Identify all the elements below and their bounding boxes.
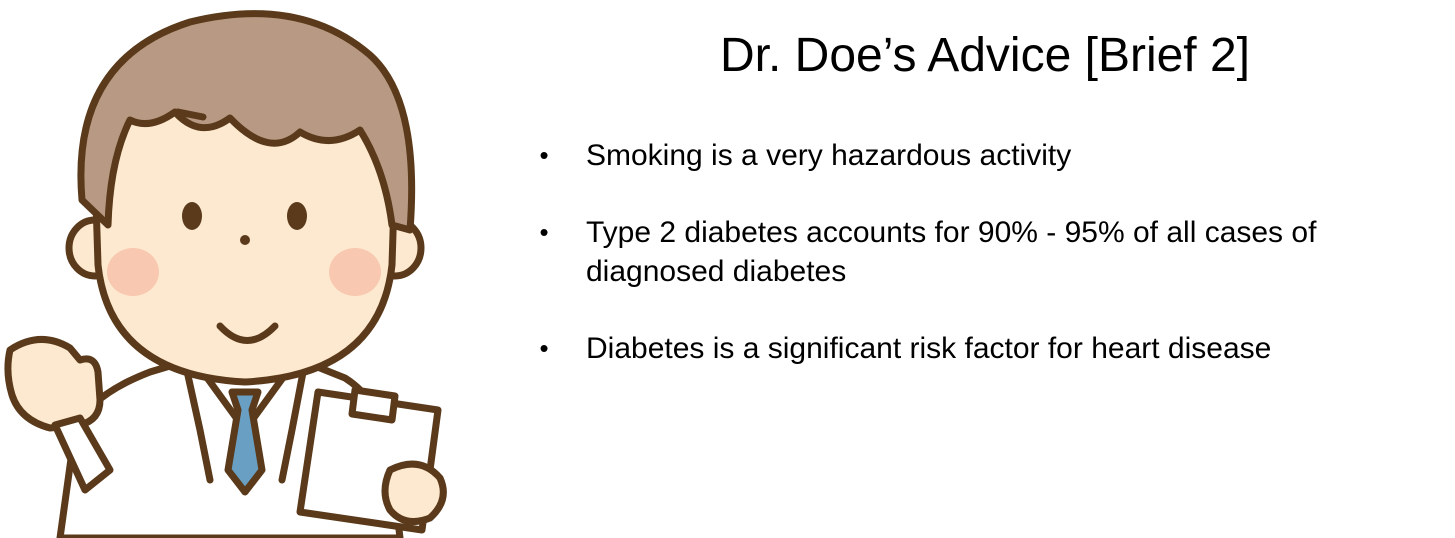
coat-lapel-right — [278, 358, 309, 484]
bullet-item: • Smoking is a very hazardous activity — [530, 136, 1430, 175]
bullet-item: • Diabetes is a significant risk factor … — [530, 329, 1430, 368]
slide-title: Dr. Doe’s Advice [Brief 2] — [719, 29, 1250, 82]
bullet-text: Diabetes is a significant risk factor fo… — [586, 332, 1272, 365]
tie-shape — [224, 388, 266, 496]
doctor-illustration — [4, 10, 447, 538]
holding-hand — [381, 460, 447, 526]
bullet-marker: • — [539, 140, 549, 170]
bullet-marker: • — [539, 217, 549, 247]
cheek-left — [107, 248, 159, 296]
bullet-text: Type 2 diabetes accounts for 90% - 95% o… — [586, 216, 1317, 288]
eyebrow — [174, 108, 207, 121]
raised-hand — [4, 336, 104, 432]
eye-right — [287, 202, 307, 230]
cheek-right — [329, 248, 381, 296]
eye-left — [182, 202, 202, 230]
clipboard-clip — [348, 386, 399, 424]
bullet-marker: • — [539, 333, 549, 363]
bullet-text: Smoking is a very hazardous activity — [586, 139, 1072, 172]
sleeve-left — [51, 414, 114, 494]
bullet-list: • Smoking is a very hazardous activity •… — [530, 136, 1430, 406]
smile — [216, 322, 279, 344]
bullet-item: • Type 2 diabetes accounts for 90% - 95%… — [530, 213, 1430, 291]
hair-shape — [77, 10, 416, 234]
nose — [240, 235, 250, 245]
coat-lapel-left — [181, 358, 214, 484]
